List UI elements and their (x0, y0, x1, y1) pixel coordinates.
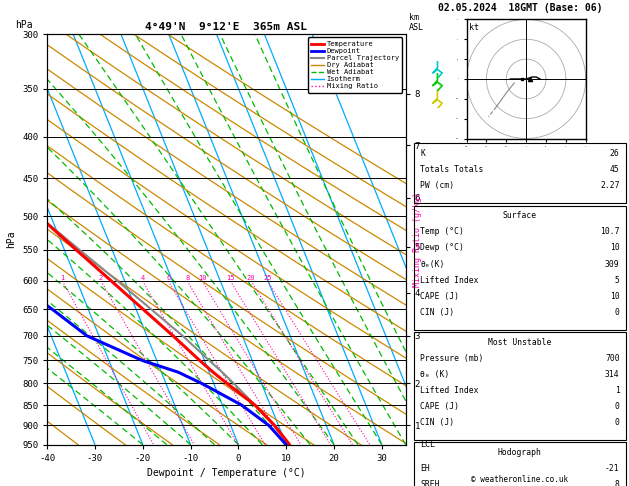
Text: 0: 0 (615, 418, 620, 427)
Text: Mixing Ratio (g/kg): Mixing Ratio (g/kg) (413, 192, 421, 287)
Text: Surface: Surface (503, 211, 537, 221)
Text: 02.05.2024  18GMT (Base: 06): 02.05.2024 18GMT (Base: 06) (438, 3, 602, 14)
Text: CIN (J): CIN (J) (420, 308, 454, 317)
Title: 4°49'N  9°12'E  365m ASL: 4°49'N 9°12'E 365m ASL (145, 22, 308, 32)
Text: CAPE (J): CAPE (J) (420, 402, 459, 411)
Text: 2.27: 2.27 (600, 181, 620, 191)
Text: Pressure (mb): Pressure (mb) (420, 354, 484, 363)
Text: LCL: LCL (420, 440, 435, 449)
Text: Lifted Index: Lifted Index (420, 386, 479, 395)
Text: 20: 20 (247, 275, 255, 281)
Text: hPa: hPa (15, 20, 33, 30)
Y-axis label: hPa: hPa (6, 230, 16, 248)
Text: 700: 700 (605, 354, 620, 363)
Text: 10: 10 (198, 275, 206, 281)
Text: Lifted Index: Lifted Index (420, 276, 479, 285)
Text: 5: 5 (615, 276, 620, 285)
Text: 2: 2 (99, 275, 103, 281)
Text: θₑ(K): θₑ(K) (420, 260, 445, 269)
Text: 0: 0 (615, 308, 620, 317)
Text: EH: EH (420, 464, 430, 473)
Text: SREH: SREH (420, 480, 440, 486)
Text: 45: 45 (610, 165, 620, 174)
Text: 10: 10 (610, 243, 620, 253)
Text: kt: kt (469, 23, 479, 32)
Text: Totals Totals: Totals Totals (420, 165, 484, 174)
Text: 25: 25 (263, 275, 272, 281)
Text: 15: 15 (226, 275, 235, 281)
Text: Temp (°C): Temp (°C) (420, 227, 464, 237)
Text: 8: 8 (615, 480, 620, 486)
Text: 0: 0 (615, 402, 620, 411)
Text: © weatheronline.co.uk: © weatheronline.co.uk (471, 475, 569, 484)
Text: 10: 10 (610, 292, 620, 301)
Text: 26: 26 (610, 149, 620, 158)
Text: 314: 314 (605, 370, 620, 379)
Text: K: K (420, 149, 425, 158)
Text: PW (cm): PW (cm) (420, 181, 454, 191)
Text: θₑ (K): θₑ (K) (420, 370, 450, 379)
Text: CIN (J): CIN (J) (420, 418, 454, 427)
Text: 8: 8 (185, 275, 189, 281)
Text: km
ASL: km ASL (409, 13, 424, 32)
Text: 6: 6 (166, 275, 170, 281)
Text: Dewp (°C): Dewp (°C) (420, 243, 464, 253)
Text: 1: 1 (615, 386, 620, 395)
Text: 1: 1 (60, 275, 64, 281)
Text: Most Unstable: Most Unstable (488, 338, 552, 347)
Text: 10.7: 10.7 (600, 227, 620, 237)
Text: 309: 309 (605, 260, 620, 269)
Text: 4: 4 (140, 275, 145, 281)
Text: CAPE (J): CAPE (J) (420, 292, 459, 301)
Text: -21: -21 (605, 464, 620, 473)
Legend: Temperature, Dewpoint, Parcel Trajectory, Dry Adiabat, Wet Adiabat, Isotherm, Mi: Temperature, Dewpoint, Parcel Trajectory… (308, 37, 402, 93)
X-axis label: Dewpoint / Temperature (°C): Dewpoint / Temperature (°C) (147, 469, 306, 478)
Text: Hodograph: Hodograph (498, 448, 542, 457)
